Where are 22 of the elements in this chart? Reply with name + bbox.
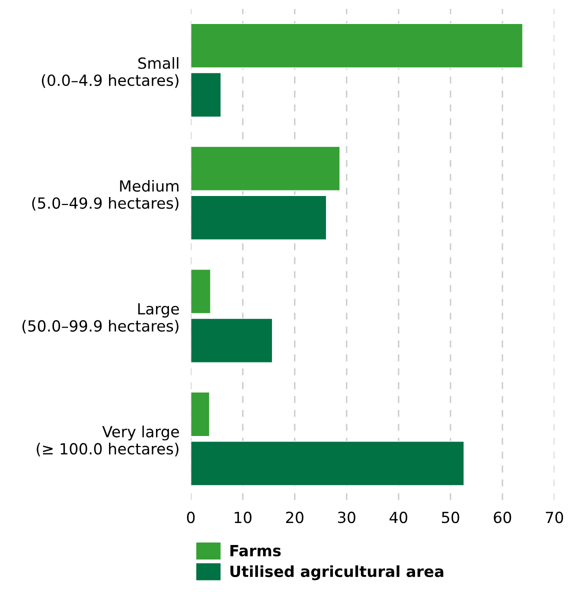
x-tick-label: 70: [546, 512, 564, 524]
y-tick-label: Large (50.0–99.9 hectares): [22, 303, 179, 334]
bar: [190, 146, 340, 192]
x-tick-label: 60: [494, 512, 512, 524]
legend-label: Farms: [230, 545, 281, 556]
x-tick-label: 0: [186, 512, 195, 524]
y-tick-label: Very large (≥ 100.0 hectares): [36, 426, 179, 456]
y-tick-label: Medium (5.0–49.9 hectares): [32, 180, 178, 211]
x-tick-label: 10: [234, 512, 252, 524]
legend-label: Utilised agricultural area: [230, 565, 444, 580]
bar: [190, 440, 464, 486]
x-tick-label: 50: [442, 512, 460, 524]
bar: [190, 268, 211, 314]
bar: [190, 23, 524, 68]
bar: [190, 392, 210, 437]
bar: [190, 72, 222, 118]
bar: [190, 195, 327, 240]
x-tick-label: 30: [338, 512, 356, 524]
x-tick-label: 40: [390, 512, 408, 524]
x-tick-label: 20: [286, 512, 304, 524]
bar: [190, 318, 273, 364]
y-tick-label: Small (0.0–4.9 hectares): [42, 57, 178, 88]
